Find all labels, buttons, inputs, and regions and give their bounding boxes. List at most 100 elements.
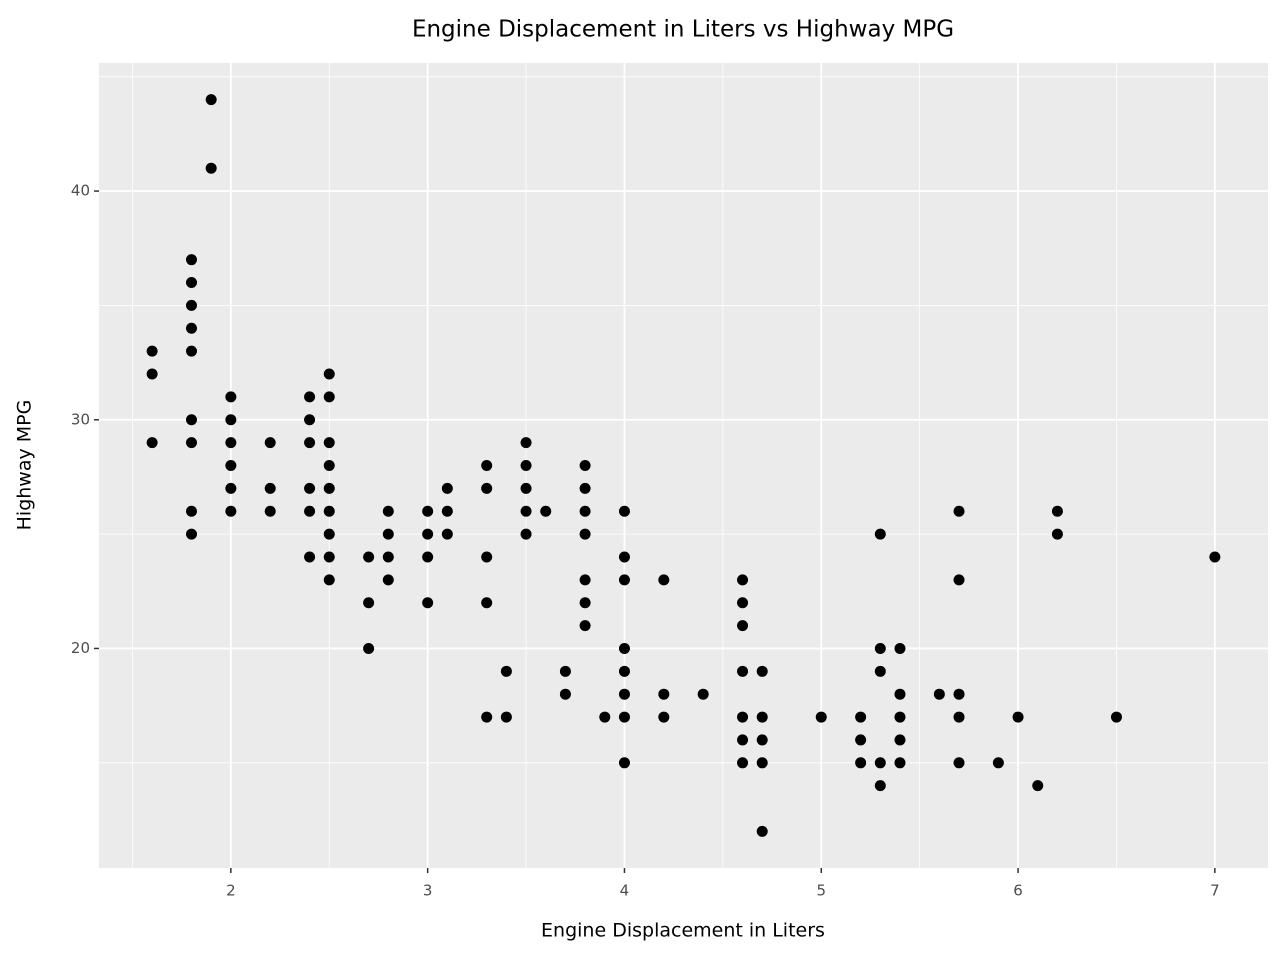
point (1110, 711, 1122, 723)
point (874, 757, 886, 769)
point (323, 505, 335, 517)
point (855, 757, 867, 769)
point (1012, 711, 1024, 723)
point (737, 597, 749, 609)
point (874, 528, 886, 540)
x-tick-label: 4 (620, 882, 630, 900)
point (382, 551, 394, 563)
point (205, 94, 217, 106)
point (205, 162, 217, 174)
point (933, 688, 945, 700)
point (559, 665, 571, 677)
y-tick-label: 40 (71, 182, 90, 200)
point (737, 574, 749, 586)
point (737, 711, 749, 723)
point (264, 482, 276, 494)
point (422, 528, 434, 540)
point (363, 597, 375, 609)
point (225, 437, 237, 449)
point (1032, 780, 1044, 792)
x-tick-label: 2 (226, 882, 236, 900)
point (579, 528, 591, 540)
point (422, 505, 434, 517)
point (304, 437, 316, 449)
point (579, 597, 591, 609)
point (756, 711, 768, 723)
point (658, 574, 670, 586)
point (658, 711, 670, 723)
y-tick-label: 20 (71, 639, 90, 657)
point (304, 505, 316, 517)
point (520, 528, 532, 540)
point (992, 757, 1004, 769)
point (953, 505, 965, 517)
point (323, 482, 335, 494)
point (658, 688, 670, 700)
point (323, 574, 335, 586)
point (579, 505, 591, 517)
point (323, 551, 335, 563)
point (894, 642, 906, 654)
y-axis-label: Highway MPG (14, 400, 36, 531)
point (579, 460, 591, 471)
point (737, 757, 749, 769)
x-tick-label: 5 (816, 882, 826, 900)
point (304, 551, 316, 563)
point (304, 391, 316, 403)
x-tick-label: 6 (1013, 882, 1023, 900)
chart-title: Engine Displacement in Liters vs Highway… (412, 17, 954, 43)
point (874, 780, 886, 792)
point (146, 368, 158, 380)
point (520, 460, 532, 471)
point (441, 505, 453, 517)
point (1209, 551, 1221, 563)
point (146, 437, 158, 449)
point (185, 322, 197, 334)
point (874, 665, 886, 677)
point (737, 734, 749, 746)
x-tick-label: 7 (1210, 882, 1220, 900)
point (579, 574, 591, 586)
point (225, 505, 237, 517)
point (323, 391, 335, 403)
point (579, 620, 591, 632)
point (815, 711, 827, 723)
point (225, 482, 237, 494)
point (146, 345, 158, 357)
point (756, 825, 768, 837)
point (697, 688, 709, 700)
point (520, 505, 532, 517)
point (1051, 505, 1063, 517)
point (441, 482, 453, 494)
point (185, 528, 197, 540)
point (481, 551, 493, 563)
point (855, 734, 867, 746)
point (185, 437, 197, 449)
point (855, 711, 867, 723)
point (481, 460, 493, 471)
point (441, 528, 453, 540)
point (953, 688, 965, 700)
point (185, 505, 197, 517)
point (363, 551, 375, 563)
point (382, 505, 394, 517)
point (185, 277, 197, 289)
point (422, 551, 434, 563)
point (894, 734, 906, 746)
point (363, 642, 375, 654)
point (323, 437, 335, 449)
point (481, 711, 493, 723)
point (323, 460, 335, 471)
point (225, 391, 237, 403)
point (756, 665, 768, 677)
point (540, 505, 552, 517)
point (500, 665, 512, 677)
point (323, 528, 335, 540)
x-tick-label: 3 (423, 882, 433, 900)
point (618, 574, 630, 586)
point (618, 505, 630, 517)
point (520, 482, 532, 494)
point (599, 711, 611, 723)
point (185, 299, 197, 311)
